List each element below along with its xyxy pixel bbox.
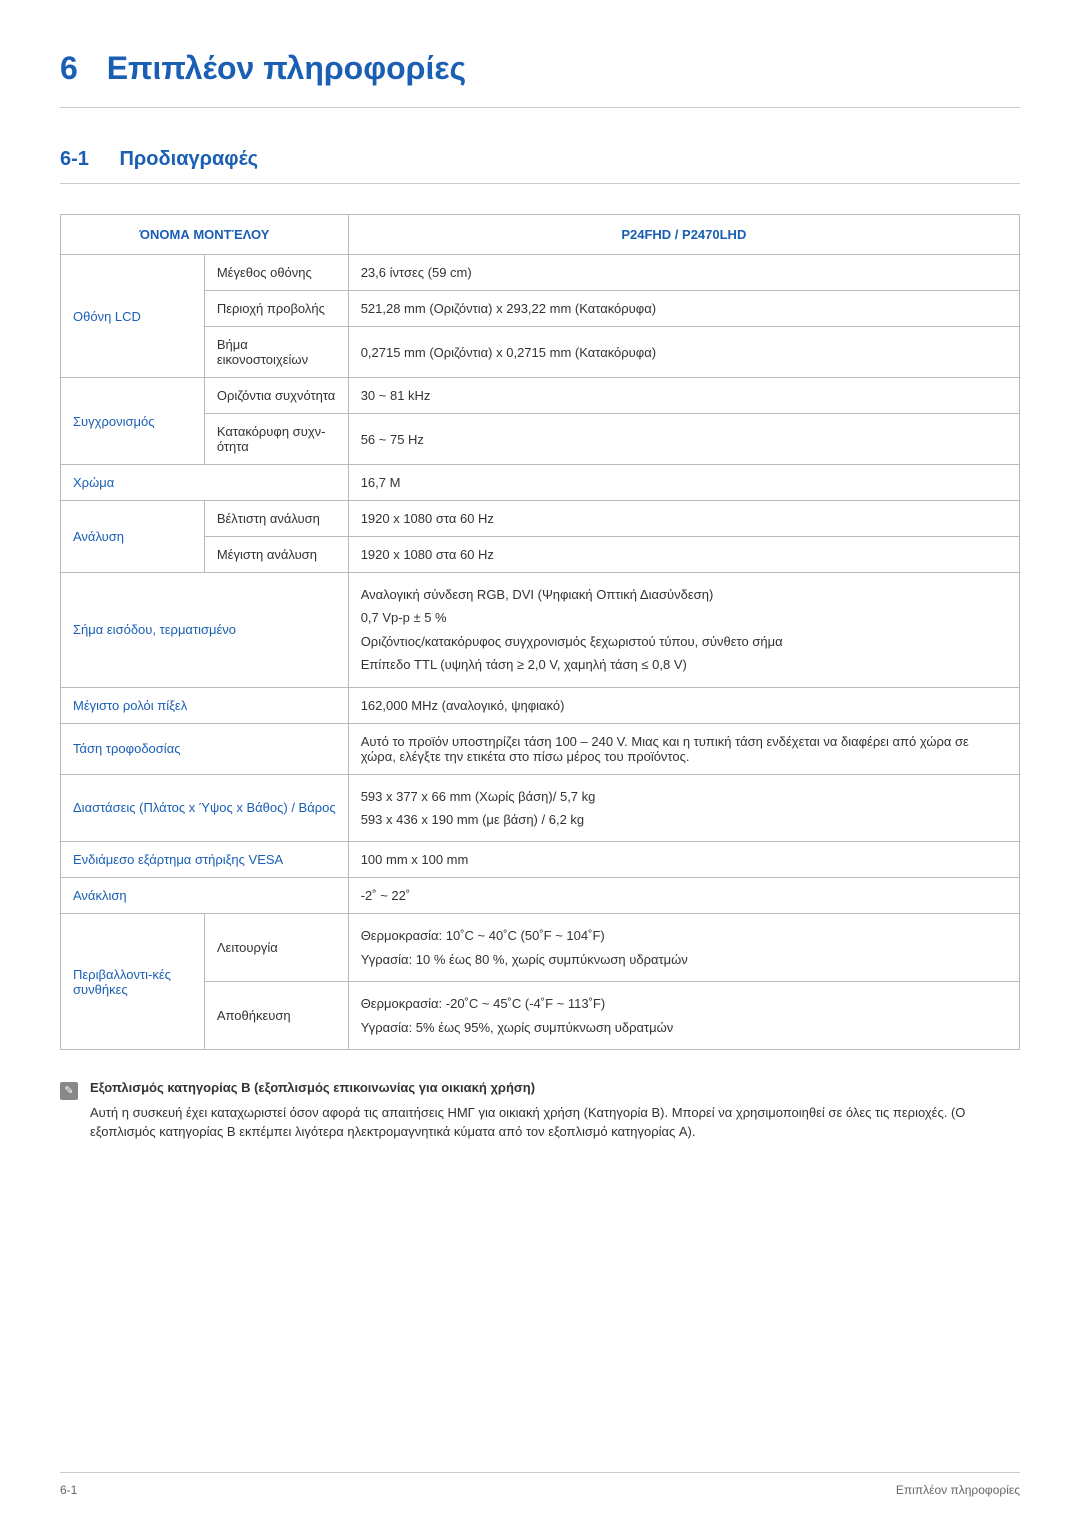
- group-label: Οθόνη LCD: [61, 255, 205, 378]
- value-cell: -2˚ ~ 22˚: [348, 878, 1019, 914]
- sub-label: Περιοχή προβολής: [204, 291, 348, 327]
- sub-label: Λειτουργία: [204, 914, 348, 982]
- line: Θερμοκρασία: -20˚C ~ 45˚C (-4˚F ~ 113˚F): [361, 992, 1007, 1015]
- value-cell: Θερμοκρασία: -20˚C ~ 45˚C (-4˚F ~ 113˚F)…: [348, 982, 1019, 1050]
- line: Θερμοκρασία: 10˚C ~ 40˚C (50˚F ~ 104˚F): [361, 924, 1007, 947]
- header-model: ΌΝΟΜΑ ΜΟΝΤΈΛΟΥ: [61, 215, 349, 255]
- table-row: Σήμα εισόδου, τερματισμένο Αναλογική σύν…: [61, 573, 1020, 688]
- group-label: Συγχρονισμός: [61, 378, 205, 465]
- value-cell: Αυτό το προϊόν υποστηρίζει τάση 100 – 24…: [348, 723, 1019, 774]
- line: 593 x 436 x 190 mm (με βάση) / 6,2 kg: [361, 808, 1007, 831]
- value-cell: 16,7 M: [348, 465, 1019, 501]
- group-label: Περιβαλλοντι-κές συνθήκες: [61, 914, 205, 1050]
- value-cell: 0,2715 mm (Οριζόντια) x 0,2715 mm (Κατακ…: [348, 327, 1019, 378]
- line: Υγρασία: 10 % έως 80 %, χωρίς συμπύκνωση…: [361, 948, 1007, 971]
- group-label: Ανάλυση: [61, 501, 205, 573]
- line: Αναλογική σύνδεση RGB, DVI (Ψηφιακή Οπτι…: [361, 583, 1007, 606]
- note-block: ✎ Εξοπλισμός κατηγορίας Β (εξοπλισμός επ…: [60, 1080, 1020, 1142]
- line: Οριζόντιος/κατακόρυφος συγχρονισμός ξεχω…: [361, 630, 1007, 653]
- table-row: Οθόνη LCD Μέγεθος οθόνης 23,6 ίντσες (59…: [61, 255, 1020, 291]
- table-row: Περιβαλλοντι-κές συνθήκες Λειτουργία Θερ…: [61, 914, 1020, 982]
- line: 593 x 377 x 66 mm (Χωρίς βάση)/ 5,7 kg: [361, 785, 1007, 808]
- sub-label: Μέγιστη ανάλυση: [204, 537, 348, 573]
- info-icon: ✎: [60, 1082, 78, 1100]
- note-text: Αυτή η συσκευή έχει καταχωριστεί όσον αφ…: [90, 1103, 1020, 1142]
- footer-left: 6-1: [60, 1483, 77, 1497]
- line: 0,7 Vp-p ± 5 %: [361, 606, 1007, 629]
- table-row: Μέγιστο ρολόι πίξελ 162,000 MHz (αναλογι…: [61, 687, 1020, 723]
- value-cell: Θερμοκρασία: 10˚C ~ 40˚C (50˚F ~ 104˚F) …: [348, 914, 1019, 982]
- row-label: Ανάκλιση: [61, 878, 349, 914]
- sub-label: Οριζόντια συχνότητα: [204, 378, 348, 414]
- row-label: Ενδιάμεσο εξάρτημα στήριξης VESA: [61, 842, 349, 878]
- chapter-text: Επιπλέον πληροφορίες: [107, 50, 466, 86]
- header-product: P24FHD / P2470LHD: [348, 215, 1019, 255]
- table-row: Ενδιάμεσο εξάρτημα στήριξης VESA 100 mm …: [61, 842, 1020, 878]
- table-row: Βήμα εικονοστοιχείων 0,2715 mm (Οριζόντι…: [61, 327, 1020, 378]
- sub-label: Βέλτιστη ανάλυση: [204, 501, 348, 537]
- sub-label: Μέγεθος οθόνης: [204, 255, 348, 291]
- value-cell: 30 ~ 81 kHz: [348, 378, 1019, 414]
- table-row: Αποθήκευση Θερμοκρασία: -20˚C ~ 45˚C (-4…: [61, 982, 1020, 1050]
- value-cell: 1920 x 1080 στα 60 Hz: [348, 537, 1019, 573]
- section-title: 6-1 Προδιαγραφές: [60, 148, 1020, 184]
- chapter-title: 6 Επιπλέον πληροφορίες: [60, 50, 1020, 108]
- row-label: Χρώμα: [61, 465, 349, 501]
- row-label: Μέγιστο ρολόι πίξελ: [61, 687, 349, 723]
- value-cell: 56 ~ 75 Hz: [348, 414, 1019, 465]
- table-header-row: ΌΝΟΜΑ ΜΟΝΤΈΛΟΥ P24FHD / P2470LHD: [61, 215, 1020, 255]
- sub-label: Αποθήκευση: [204, 982, 348, 1050]
- value-cell: 593 x 377 x 66 mm (Χωρίς βάση)/ 5,7 kg 5…: [348, 774, 1019, 842]
- table-row: Συγχρονισμός Οριζόντια συχνότητα 30 ~ 81…: [61, 378, 1020, 414]
- table-row: Κατακόρυφη συχν-ότητα 56 ~ 75 Hz: [61, 414, 1020, 465]
- table-row: Μέγιστη ανάλυση 1920 x 1080 στα 60 Hz: [61, 537, 1020, 573]
- footer-right: Επιπλέον πληροφορίες: [896, 1483, 1020, 1497]
- sub-label: Κατακόρυφη συχν-ότητα: [204, 414, 348, 465]
- value-cell: 23,6 ίντσες (59 cm): [348, 255, 1019, 291]
- page-footer: 6-1 Επιπλέον πληροφορίες: [60, 1472, 1020, 1497]
- value-cell: Αναλογική σύνδεση RGB, DVI (Ψηφιακή Οπτι…: [348, 573, 1019, 688]
- note-title: Εξοπλισμός κατηγορίας Β (εξοπλισμός επικ…: [90, 1080, 1020, 1095]
- line: Υγρασία: 5% έως 95%, χωρίς συμπύκνωση υδ…: [361, 1016, 1007, 1039]
- row-label: Τάση τροφοδοσίας: [61, 723, 349, 774]
- value-cell: 100 mm x 100 mm: [348, 842, 1019, 878]
- table-row: Περιοχή προβολής 521,28 mm (Οριζόντια) x…: [61, 291, 1020, 327]
- table-row: Χρώμα 16,7 M: [61, 465, 1020, 501]
- value-cell: 1920 x 1080 στα 60 Hz: [348, 501, 1019, 537]
- line: Επίπεδο TTL (υψηλή τάση ≥ 2,0 V, χαμηλή …: [361, 653, 1007, 676]
- table-row: Τάση τροφοδοσίας Αυτό το προϊόν υποστηρί…: [61, 723, 1020, 774]
- table-row: Διαστάσεις (Πλάτος x Ύψος x Βάθος) / Βάρ…: [61, 774, 1020, 842]
- table-row: Ανάκλιση -2˚ ~ 22˚: [61, 878, 1020, 914]
- sub-label: Βήμα εικονοστοιχείων: [204, 327, 348, 378]
- section-text: Προδιαγραφές: [119, 148, 258, 170]
- row-label: Σήμα εισόδου, τερματισμένο: [61, 573, 349, 688]
- note-content: Εξοπλισμός κατηγορίας Β (εξοπλισμός επικ…: [90, 1080, 1020, 1142]
- section-number: 6-1: [60, 148, 89, 170]
- chapter-number: 6: [60, 50, 78, 86]
- row-label: Διαστάσεις (Πλάτος x Ύψος x Βάθος) / Βάρ…: [61, 774, 349, 842]
- table-row: Ανάλυση Βέλτιστη ανάλυση 1920 x 1080 στα…: [61, 501, 1020, 537]
- specs-table: ΌΝΟΜΑ ΜΟΝΤΈΛΟΥ P24FHD / P2470LHD Οθόνη L…: [60, 214, 1020, 1050]
- value-cell: 521,28 mm (Οριζόντια) x 293,22 mm (Κατακ…: [348, 291, 1019, 327]
- value-cell: 162,000 MHz (αναλογικό, ψηφιακό): [348, 687, 1019, 723]
